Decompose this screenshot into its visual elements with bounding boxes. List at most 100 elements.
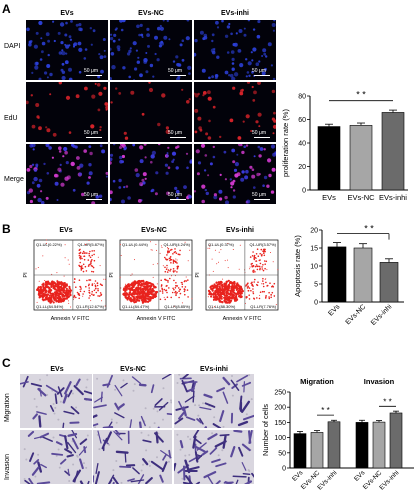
panel-a-y-tick-label: 40 (298, 141, 306, 148)
panel-c-bar-0-2 (327, 421, 341, 469)
panel-a-bar-0 (317, 126, 341, 191)
panel-b-y-tick-label: 5 (314, 282, 318, 289)
panel-c-letter: C (2, 356, 11, 370)
panel-a-significance-label: * * (356, 90, 366, 100)
panel-b-y-tick-label: 0 (314, 300, 318, 307)
panel-a-category-label: EVs-NC (347, 193, 375, 202)
panel-c-bar-1-1 (372, 421, 386, 469)
panel-c-column-evs-nc: EVs-NC (120, 366, 146, 373)
panel-a-image-merge-evs-nc: 50 μm (110, 144, 192, 204)
scale-label: 50 μm (252, 192, 266, 198)
panel-c-image-invasion-evs (20, 430, 92, 484)
panel-c-group-title: Invasion (364, 377, 395, 386)
panel-a-image-edu-evs-nc: 50 μm (110, 82, 192, 142)
panel-b-flow-plot-evs-inhi: Q1-UL(0.37%) Q1-UR(3.57%) Q1-LL(88.30%) Q1-… (195, 239, 279, 322)
panel-b-category-label: EVs-inhi (370, 303, 394, 327)
panel-c-image-invasion-evs-nc (93, 430, 172, 484)
panel-c-bar-1-2 (389, 412, 403, 469)
panel-b-category-label: EVs (327, 303, 341, 317)
panel-c-bar-0-1 (310, 432, 324, 469)
panel-c-image-invasion-evs-inhi (174, 430, 254, 484)
panel-b-quadrant-ll-label: Q1-LL(84.54%) (36, 304, 64, 309)
panel-c-y-tick-label: 200 (274, 405, 286, 412)
panel-c-category-label: EVs (291, 469, 305, 483)
scale-label: 50 μm (168, 130, 182, 136)
panel-b-x-axis-label: Annexin V FITC (51, 316, 90, 322)
scale-label: 50 μm (168, 68, 182, 74)
panel-a-chart: 0 20 40 60 80 proliferation rate (%) EVs EVs-NC… (281, 90, 408, 202)
panel-b-y-axis-label: PI (109, 272, 115, 278)
panel-c-group-title: Migration (300, 377, 334, 386)
scale-bar (170, 137, 186, 138)
scale-bar (86, 199, 102, 200)
panel-c-y-tick-label: 100 (274, 435, 286, 442)
scale-label: 50 μm (168, 192, 182, 198)
scale-label: 50 μm (252, 68, 266, 74)
scale-bar (254, 199, 270, 200)
panel-b-quadrant-ur-label: Q1-UR(3.57%) (250, 242, 277, 247)
scale-bar (86, 137, 102, 138)
panel-b-y-tick-label: 15 (310, 246, 318, 253)
panel-b-y-axis-label: Apoptosis rate (%) (293, 235, 302, 297)
panel-a-image-dapi-evs-inhi: 50 μm (194, 20, 276, 80)
panel-a-y-tick-label: 60 (298, 117, 306, 124)
panel-b-quadrant-ur-label: Q1-UR(4.24%) (164, 242, 191, 247)
scale-bar (170, 75, 186, 76)
panel-a-image-edu-evs-inhi: 50 μm (194, 82, 276, 142)
panel-b-quadrant-ll-label: Q1-LL(84.47%) (122, 304, 150, 309)
panel-c-bar-0-0 (293, 433, 307, 469)
panel-a-column-evs-inhi: EVs-inhi (220, 10, 249, 17)
panel-b-quadrant-ur-label: Q1-UR(5.87%) (78, 242, 105, 247)
panel-b-flow-plot-evs: Q1-UL(0.22%) Q1-UR(5.87%) Q1-LL(84.54%) Q1-… (23, 239, 107, 322)
panel-c-chart: 0 50 100 150 200 250 Number of cells Migration E… (261, 377, 414, 492)
panel-a-category-label: EVs-inhi (379, 193, 407, 202)
panel-c-image-migration-evs (20, 374, 92, 428)
panel-c-column-evs-inhi: EVs-inhi (199, 366, 228, 373)
panel-b-column-evs-inhi: EVs-inhi (225, 227, 254, 234)
panel-c-image-migration-evs-inhi (174, 374, 254, 428)
scale-bar (254, 75, 270, 76)
panel-b-y-tick-label: 10 (310, 264, 318, 271)
panel-a-letter: A (2, 2, 11, 16)
panel-a-bar-2 (381, 112, 405, 191)
panel-b-bar-1 (353, 247, 373, 303)
panel-b-quadrant-ll-label: Q1-LL(88.30%) (208, 304, 236, 309)
panel-c-bar-1-0 (355, 422, 369, 469)
scale-label: 50 μm (252, 130, 266, 136)
panel-c-y-tick-label: 0 (282, 466, 286, 473)
panel-a-column-evs-nc: EVs-NC (138, 10, 164, 17)
panel-c-row-invasion: Invasion (4, 453, 11, 480)
panel-b-quadrant-ul-label: Q1-UL(0.22%) (36, 242, 62, 247)
panel-a-image-edu-evs: 50 μm (26, 82, 108, 142)
panel-a-y-tick-label: 80 (298, 94, 306, 101)
panel-a-image-merge-evs-inhi: 50 μm (194, 144, 276, 204)
panel-b-quadrant-lr-label: Q1-LR(7.76%) (250, 304, 276, 309)
panel-a-image-merge-evs: 50 μm (26, 144, 108, 204)
panel-b-bar-2 (379, 262, 399, 303)
panel-c-y-axis-label: Number of cells (261, 404, 270, 456)
scale-label: 50 μm (84, 68, 98, 74)
scale-bar (170, 199, 186, 200)
panel-a-column-evs: EVs (60, 10, 74, 17)
panel-b-bar-0 (327, 246, 347, 303)
panel-b-quadrant-ul-label: Q1-UL(0.44%) (122, 242, 148, 247)
panel-c-significance-label: * * (383, 397, 391, 406)
scale-bar (254, 137, 270, 138)
panel-b-letter: B (2, 222, 11, 236)
panel-c-row-migration: Migration (4, 393, 11, 422)
panel-b-flow-plot-evs-nc: Q1-UL(0.44%) Q1-UR(4.24%) Q1-LL(84.47%) Q1-… (109, 239, 193, 322)
panel-a-category-label: EVs (322, 193, 336, 202)
panel-a-row-dapi: DAPI (4, 43, 21, 50)
panel-a-image-dapi-evs: 50 μm (26, 20, 108, 80)
panel-b-quadrant-ul-label: Q1-UL(0.37%) (208, 242, 234, 247)
panel-a-row-edu: EdU (4, 115, 18, 122)
panel-c-significance-label: * * (321, 406, 329, 415)
panel-b-category-label: EVs-NC (345, 303, 368, 326)
panel-b-y-axis-label: PI (195, 272, 201, 278)
panel-c-y-tick-label: 50 (278, 450, 286, 457)
panel-b-y-axis-label: PI (23, 272, 29, 278)
panel-b-significance-label: * * (364, 224, 374, 234)
panel-b-quadrant-lr-label: Q1-LR(8.85%) (164, 304, 190, 309)
scale-label: 50 μm (84, 130, 98, 136)
panel-a-y-tick-label: 20 (298, 164, 306, 171)
